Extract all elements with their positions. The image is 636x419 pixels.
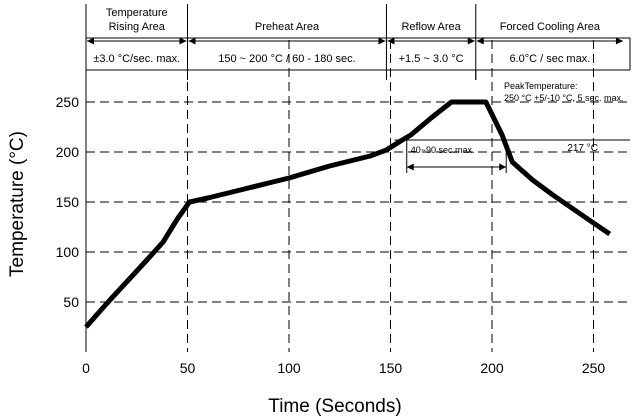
zone-rate-label: 150 ~ 200 °C / 60 - 180 sec. <box>218 53 355 65</box>
grid-lines <box>86 40 630 352</box>
annotations: PeakTemperature: 250 °C +5/-10 °C, 5 sec.… <box>394 81 630 173</box>
liquidus-label: 217 °C <box>567 143 598 154</box>
zone-rate-label: ±3.0 °C/sec. max. <box>93 53 180 65</box>
zone-name-label: Preheat Area <box>255 21 320 33</box>
y-tick-label: 50 <box>63 294 79 310</box>
zone-name-label: Forced Cooling Area <box>500 21 601 33</box>
zone-arrow-head-left <box>476 37 484 45</box>
zone-bands: Temperature Rising Area ±3.0 °C/sec. max. P… <box>85 4 631 80</box>
series-layer <box>84 99 612 329</box>
x-tick-label: 100 <box>277 360 301 376</box>
peak-annotation-line: PeakTemperature: <box>504 81 578 91</box>
x-tick-label: 0 <box>82 360 90 376</box>
zone-rate-label: 6.0°C / sec max. <box>509 53 590 65</box>
peak-annotation-line: 250 °C +5/-10 °C, 5 sec. max. <box>504 93 624 103</box>
time-above-arrow-head <box>499 163 507 171</box>
zone-name-label: Rising Area <box>109 21 166 33</box>
y-tick-label: 200 <box>56 144 80 160</box>
time-above-arrow-head <box>406 163 414 171</box>
y-tick-label: 250 <box>56 94 80 110</box>
zone-arrow-head-left <box>87 37 94 45</box>
axis-labels: Time (Seconds) Temperature (°C) <box>7 131 402 417</box>
x-tick-label: 200 <box>480 360 504 376</box>
axes: 0 50 100 150 200 250 50 100 150 200 250 <box>56 40 606 376</box>
zone-name-label: Reflow Area <box>401 21 461 33</box>
zone-arrow-head-left <box>188 37 196 45</box>
x-tick-label: 50 <box>180 360 196 376</box>
y-axis-label: Temperature (°C) <box>7 131 28 277</box>
x-tick-label: 250 <box>582 360 606 376</box>
time-above-label: 40~90 sec.max. <box>411 145 475 155</box>
zone-arrow-head-right <box>378 37 386 45</box>
x-axis-label: Time (Seconds) <box>268 396 401 417</box>
y-tick-label: 150 <box>56 194 80 210</box>
zone-name-label: Temperature <box>106 7 168 19</box>
zone-arrow-head-right <box>615 37 623 45</box>
temperature-profile-line <box>84 99 612 329</box>
y-tick-label: 100 <box>56 244 80 260</box>
x-tick-label: 150 <box>379 360 403 376</box>
zone-rate-label: +1.5 ~ 3.0 °C <box>399 53 464 65</box>
zone-arrow-head-right <box>467 37 475 45</box>
zone-arrow-head-right <box>179 37 187 45</box>
